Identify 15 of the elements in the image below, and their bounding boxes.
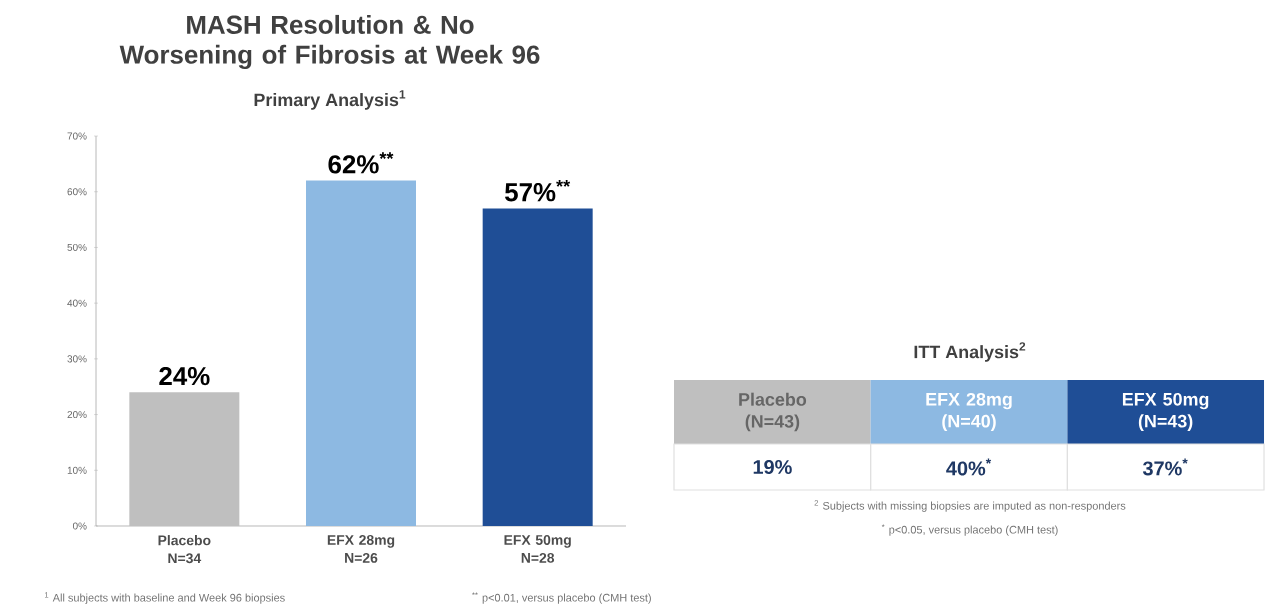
data-label: 19% bbox=[753, 459, 792, 475]
data-label: 24% bbox=[159, 366, 210, 386]
text: ITT Analysis$^{2}$ bbox=[914, 342, 1026, 362]
bar bbox=[482, 208, 593, 526]
chart-subtitle: Primary Analysis$^{1}$ bbox=[254, 90, 406, 110]
category-label: Placebo (N=43) bbox=[739, 392, 807, 432]
data-label: 57%$^{**}$ bbox=[505, 180, 571, 202]
category-label: EFX 50mg (N=43) bbox=[1122, 392, 1209, 432]
data-label: 37%$^{*}$ bbox=[1142, 458, 1188, 476]
bar bbox=[129, 392, 240, 526]
chart-title: MASH Resolution & No Worsening of Fibrosis at Week 96 bbox=[119, 14, 540, 70]
category-label: EFX 28mg (N=40) bbox=[926, 392, 1012, 432]
bar bbox=[306, 180, 416, 526]
data-label: 40%$^{*}$ bbox=[946, 458, 992, 476]
data-label: 62%$^{**}$ bbox=[328, 152, 394, 174]
